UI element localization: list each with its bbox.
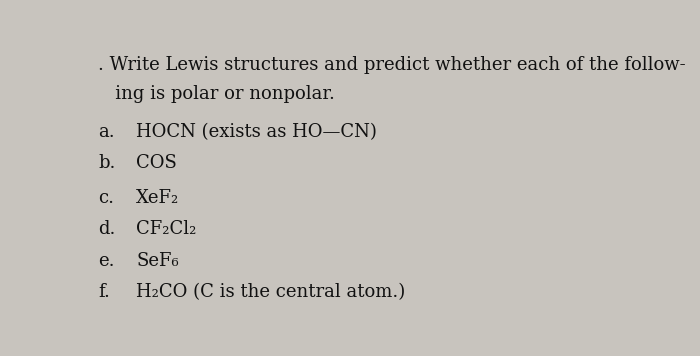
- Text: SeF₆: SeF₆: [136, 252, 179, 270]
- Text: ing is polar or nonpolar.: ing is polar or nonpolar.: [98, 85, 335, 103]
- Text: f.: f.: [98, 283, 110, 302]
- Text: a.: a.: [98, 122, 115, 141]
- Text: e.: e.: [98, 252, 115, 270]
- Text: . Write Lewis structures and predict whether each of the follow-: . Write Lewis structures and predict whe…: [98, 57, 686, 74]
- Text: b.: b.: [98, 154, 116, 172]
- Text: COS: COS: [136, 154, 177, 172]
- Text: H₂CO (C is the central atom.): H₂CO (C is the central atom.): [136, 283, 405, 302]
- Text: d.: d.: [98, 220, 116, 239]
- Text: XeF₂: XeF₂: [136, 189, 180, 207]
- Text: HOCN (exists as HO—CN): HOCN (exists as HO—CN): [136, 122, 377, 141]
- Text: CF₂Cl₂: CF₂Cl₂: [136, 220, 197, 239]
- Text: c.: c.: [98, 189, 114, 207]
